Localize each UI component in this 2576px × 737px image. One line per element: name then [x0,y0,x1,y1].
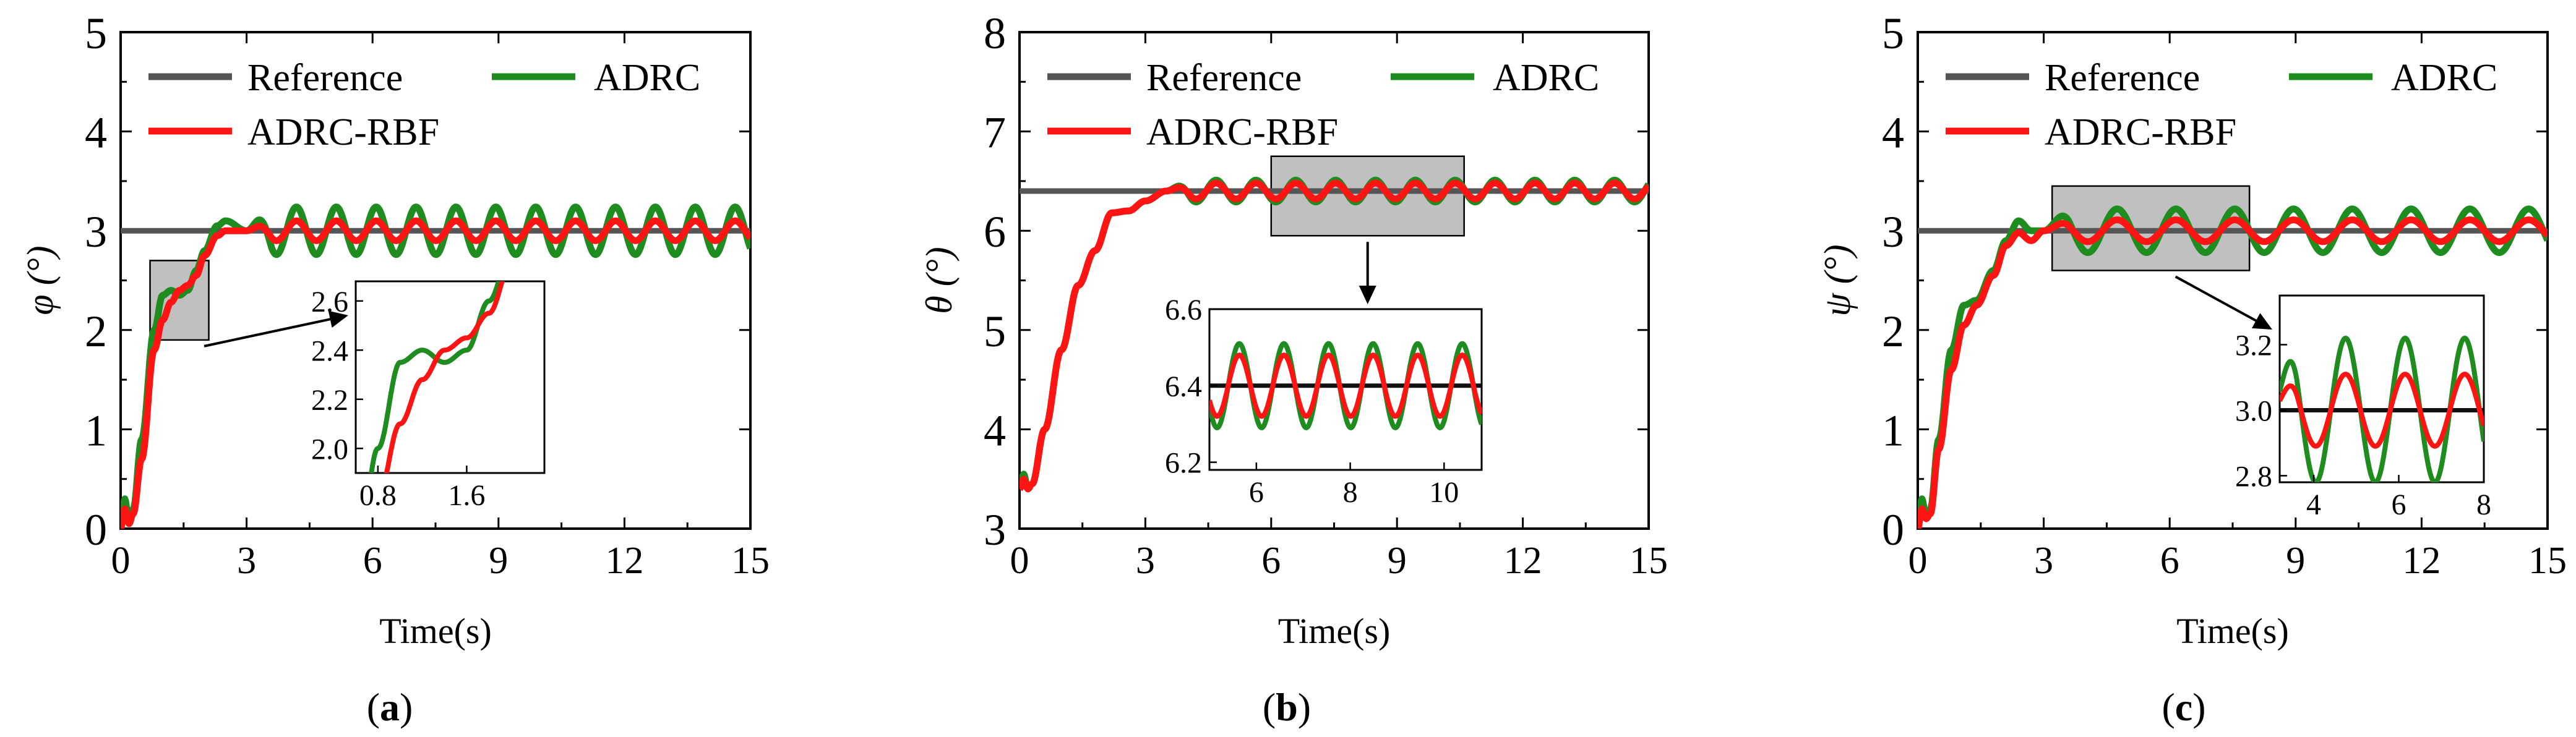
y-tick-label: 4 [1882,108,1904,158]
x-tick-label: 12 [1504,540,1542,582]
inset-y-tick-label: 6.4 [1165,370,1202,403]
y-axis-label: θ (°) [919,247,960,313]
panel-label: (a) [367,685,413,729]
x-tick-label: 6 [2160,540,2179,582]
inset-x-tick-label: 4 [2306,488,2321,521]
x-tick-label: 6 [1261,540,1281,582]
series-line-adrc-rbf [121,217,750,529]
inset-x-tick-label: 1.6 [448,479,485,512]
legend-label-adrc: ADRC [1493,57,1599,99]
x-tick-label: 0 [1010,540,1029,582]
inset-x-tick-label: 8 [1343,476,1358,509]
legend: Reference ADRC ADRC-RBF [1946,57,2497,153]
y-tick-label: 6 [984,207,1006,257]
legend-label-adrc-rbf: ADRC-RBF [2045,111,2236,153]
y-tick-label: 0 [1882,505,1904,555]
legend-label-adrc: ADRC [594,57,700,99]
x-tick-label: 9 [1388,540,1407,582]
series-line-adrc [1918,205,2548,529]
legend-label-adrc-rbf: ADRC-RBF [1146,111,1338,153]
y-tick-label: 3 [1882,207,1904,257]
inset-series-line-adrc [369,281,502,473]
legend-label-reference: Reference [1146,57,1302,99]
x-tick-label: 12 [2402,540,2441,582]
inset-zoom-plot: 6 8 10 6.2 6.4 6.6 [1165,294,1483,509]
x-tick-label: 6 [363,540,382,582]
y-tick-label: 4 [85,108,107,158]
y-tick-label: 2 [1882,307,1904,356]
inset-series-line-adrc-rbf [2280,372,2484,449]
y-tick-label: 5 [85,9,107,58]
inset-y-tick-label: 6.6 [1165,294,1202,326]
inset-series-line-adrc-rbf [1209,352,1482,419]
legend-label-reference: Reference [2045,57,2200,99]
inset-series-line-adrc-rbf [384,281,505,473]
inset-y-tick-label: 2.4 [311,334,348,367]
x-axis-label: Time(s) [1278,611,1391,651]
zoom-arrow-head [1359,286,1376,304]
x-tick-label: 9 [489,540,508,582]
y-tick-label: 0 [85,505,107,555]
y-tick-label: 5 [984,307,1006,356]
y-tick-label: 1 [85,406,107,455]
x-tick-label: 3 [2034,540,2053,582]
inset-x-tick-label: 0.8 [359,479,397,512]
y-tick-label: 2 [85,307,107,356]
inset-y-tick-label: 2.8 [2235,460,2272,493]
inset-zoom-plot: 0.8 1.62.02.22.42.6 [311,280,546,512]
inset-x-tick-label: 10 [1429,476,1459,509]
inset-frame [1208,308,1483,471]
zoom-arrow-head [2251,313,2272,330]
zoom-arrow-head [328,310,348,328]
y-tick-label: 8 [984,9,1006,58]
inset-zoom-plot: 4 6 8 2.8 3.0 3.2 [2235,294,2491,521]
y-tick-label: 3 [85,207,107,257]
legend-label-adrc-rbf: ADRC-RBF [247,111,439,153]
y-axis-label: φ (°) [20,245,61,315]
inset-y-tick-label: 3.2 [2235,329,2272,362]
inset-frame [2278,294,2485,484]
inset-y-tick-label: 2.2 [311,384,348,417]
inset-y-tick-label: 3.0 [2235,394,2272,427]
panel-label: (c) [2162,685,2205,729]
inset-frame [354,280,546,474]
x-tick-label: 3 [1136,540,1155,582]
x-tick-label: 9 [2286,540,2305,582]
zoom-arrow-line [2175,275,2261,325]
x-tick-label: 15 [2528,540,2567,582]
y-tick-label: 3 [984,505,1006,555]
y-axis-label: ψ (°) [1817,244,1858,316]
x-tick-label: 15 [1629,540,1668,582]
x-tick-label: 12 [605,540,643,582]
series-line-adrc-rbf [1918,216,2548,529]
inset-x-tick-label: 6 [1249,476,1264,509]
inset-y-tick-label: 2.0 [311,433,348,466]
zoom-arrow-line [204,317,335,347]
inset-x-tick-label: 8 [2476,488,2491,521]
x-axis-label: Time(s) [2176,611,2289,651]
legend: Reference ADRC ADRC-RBF [148,57,700,153]
legend-label-reference: Reference [247,57,403,99]
x-tick-label: 0 [1908,540,1928,582]
y-tick-label: 1 [1882,406,1904,455]
x-tick-label: 0 [111,540,131,582]
inset-y-tick-label: 6.2 [1165,447,1202,480]
legend-label-adrc: ADRC [2391,57,2497,99]
x-tick-label: 3 [237,540,256,582]
legend: Reference ADRC ADRC-RBF [1047,57,1599,153]
inset-x-tick-label: 6 [2392,488,2406,521]
y-tick-label: 4 [984,406,1006,455]
x-axis-label: Time(s) [379,611,492,651]
panel-label: (b) [1263,685,1311,729]
series-line-adrc-rbf [1020,179,1649,493]
x-tick-label: 15 [731,540,770,582]
y-tick-label: 5 [1882,9,1904,58]
y-tick-label: 7 [984,108,1006,158]
